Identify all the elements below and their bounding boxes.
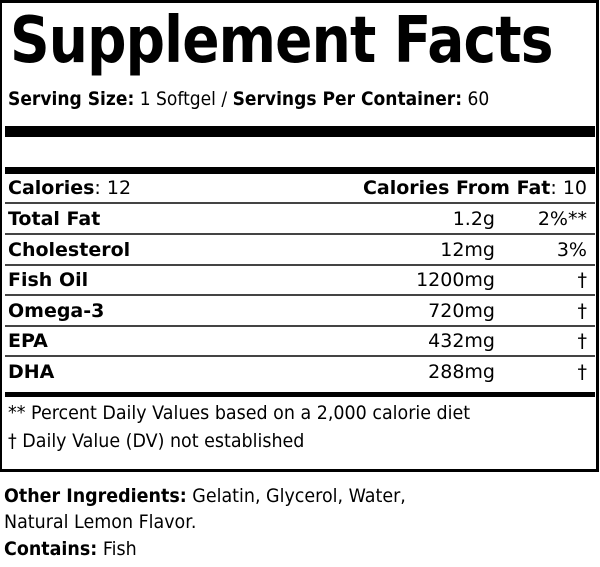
nutrient-row: DHA 288mg † [5,358,595,388]
nutrient-amount: 432mg [428,330,495,352]
thick-divider [5,126,595,137]
calories-value: : 12 [94,177,132,199]
calories-row: Calories: 12 Calories From Fat: 10 [5,174,595,204]
nutrient-daily-value: 2%** [537,208,587,230]
nutrient-daily-value: † [577,330,588,352]
nutrient-row: Omega-3 720mg † [5,297,595,327]
servings-per-container-value: 60 [467,88,490,110]
other-ingredients-line2: Natural Lemon Flavor. [4,511,197,533]
footnote-not-established: † Daily Value (DV) not established [8,430,305,452]
nutrient-amount: 1.2g [452,208,495,230]
nutrient-name: Total Fat [8,208,101,230]
contains: Contains: Fish [4,538,137,560]
nutrient-name: Fish Oil [8,269,89,291]
serving-separator: / [221,88,228,110]
nutrient-amount: 12mg [440,238,495,261]
nutrient-daily-value: † [577,299,588,322]
serving-size-value: 1 Softgel [139,88,216,110]
other-ingredients: Other Ingredients: Gelatin, Glycerol, Wa… [4,485,406,507]
calories-from-fat-label: Calories From Fat [362,177,551,199]
serving-info: Serving Size: 1 Softgel / Servings Per C… [8,88,489,110]
nutrient-row: Cholesterol 12mg 3% [5,236,595,266]
nutrient-amount: 1200mg [416,269,495,291]
nutrient-row: EPA 432mg † [5,327,595,357]
supplement-facts-panel [0,0,599,472]
calories-from-fat-value: : 10 [550,177,587,199]
nutrient-row: Total Fat 1.2g 2%** [5,205,595,235]
panel-title: Supplement Facts [10,4,553,78]
thick-divider-bottom [5,392,595,397]
nutrient-name: EPA [8,330,48,352]
nutrient-name: DHA [8,360,55,383]
contains-value: Fish [102,538,137,560]
nutrient-daily-value: † [577,269,588,291]
footnote-dv: ** Percent Daily Values based on a 2,000… [8,402,471,424]
nutrient-amount: 288mg [428,360,495,383]
nutrient-name: Cholesterol [8,238,131,261]
nutrient-name: Omega-3 [8,299,105,322]
nutrient-row: Fish Oil 1200mg † [5,266,595,296]
nutrient-daily-value: 3% [556,238,587,261]
calories-label: Calories [8,177,95,199]
nutrient-amount: 720mg [428,299,495,322]
serving-size-label: Serving Size: [8,88,135,110]
other-ingredients-label: Other Ingredients: [4,485,187,507]
servings-per-container-label: Servings Per Container: [232,88,463,110]
nutrient-daily-value: † [577,360,588,383]
contains-label: Contains: [4,538,98,560]
divider [5,167,595,174]
other-ingredients-line1: Gelatin, Glycerol, Water, [192,485,406,507]
